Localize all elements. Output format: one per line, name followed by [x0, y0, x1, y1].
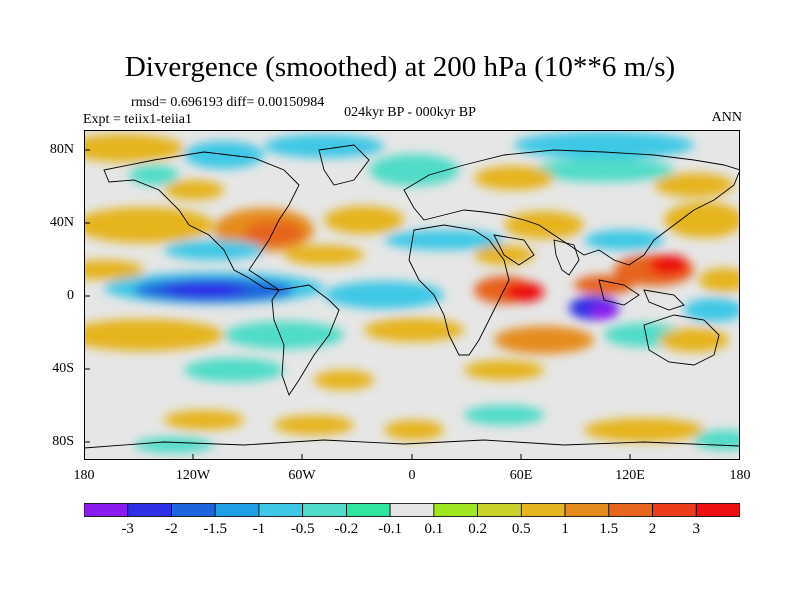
- tick-marks: [84, 149, 631, 460]
- colorbar-label: 2: [648, 521, 657, 537]
- colorbar-swatch: [258, 503, 304, 517]
- y-tick-label: 0: [67, 288, 74, 303]
- x-tick-label: 180: [729, 468, 751, 483]
- x-tick-label: 60W: [288, 468, 316, 483]
- colorbar-swatch: [477, 503, 522, 517]
- stats-line: rmsd= 0.696193 diff= 0.00150984: [131, 95, 325, 110]
- colorbar-label: -0.1: [378, 521, 402, 537]
- colorbar-swatch: [345, 503, 391, 517]
- x-tick-label: 120W: [175, 468, 211, 483]
- x-tick-label: 0: [408, 468, 416, 483]
- colorbar-label: 1.5: [599, 521, 619, 537]
- colorbar-label: -1: [252, 521, 266, 537]
- chart-title: Divergence (smoothed) at 200 hPa (10**6 …: [124, 51, 676, 83]
- colorbar-label: 3: [692, 521, 701, 537]
- colorbar-label: 0.1: [424, 521, 444, 537]
- period-label: 024kyr BP - 000kyr BP: [344, 105, 476, 120]
- colorbar-label: 1: [561, 521, 569, 537]
- y-tick-label: 80N: [49, 142, 74, 157]
- colorbar-swatch: [433, 503, 478, 517]
- colorbar-swatch: [520, 503, 566, 517]
- colorbar-label: -2: [165, 521, 178, 537]
- colorbar-swatch: [302, 503, 347, 517]
- colorbar-label: -0.2: [334, 521, 359, 537]
- colorbar-label: -0.5: [290, 521, 315, 537]
- colorbar-swatch: [171, 503, 216, 517]
- colorbar: [84, 503, 740, 517]
- divergence-field: [84, 131, 740, 453]
- colorbar-label: -3: [121, 521, 134, 537]
- x-tick-label: 180: [73, 468, 95, 483]
- y-tick-label: 40N: [49, 215, 74, 230]
- experiment-label: Expt = teiix1-teiia1: [83, 112, 192, 127]
- map-plot: [84, 130, 740, 460]
- colorbar-swatch: [214, 503, 260, 517]
- colorbar-label: 0.5: [511, 521, 531, 537]
- colorbar-swatch: [695, 503, 740, 517]
- y-tick-label: 40S: [52, 361, 74, 376]
- colorbar-label: -1.5: [203, 521, 228, 537]
- colorbar-swatch: [389, 503, 435, 517]
- colorbar-swatch: [127, 503, 172, 517]
- colorbar-swatch: [608, 503, 653, 517]
- colorbar-swatch: [652, 503, 697, 517]
- x-tick-label: 120E: [615, 468, 645, 483]
- coastlines: [84, 144, 740, 449]
- x-tick-label: 60E: [509, 468, 533, 483]
- colorbar-swatch: [564, 503, 610, 517]
- y-tick-label: 80S: [52, 434, 74, 449]
- colorbar-swatch: [84, 503, 129, 517]
- colorbar-label: 0.2: [468, 521, 487, 537]
- season-label: ANN: [711, 110, 742, 125]
